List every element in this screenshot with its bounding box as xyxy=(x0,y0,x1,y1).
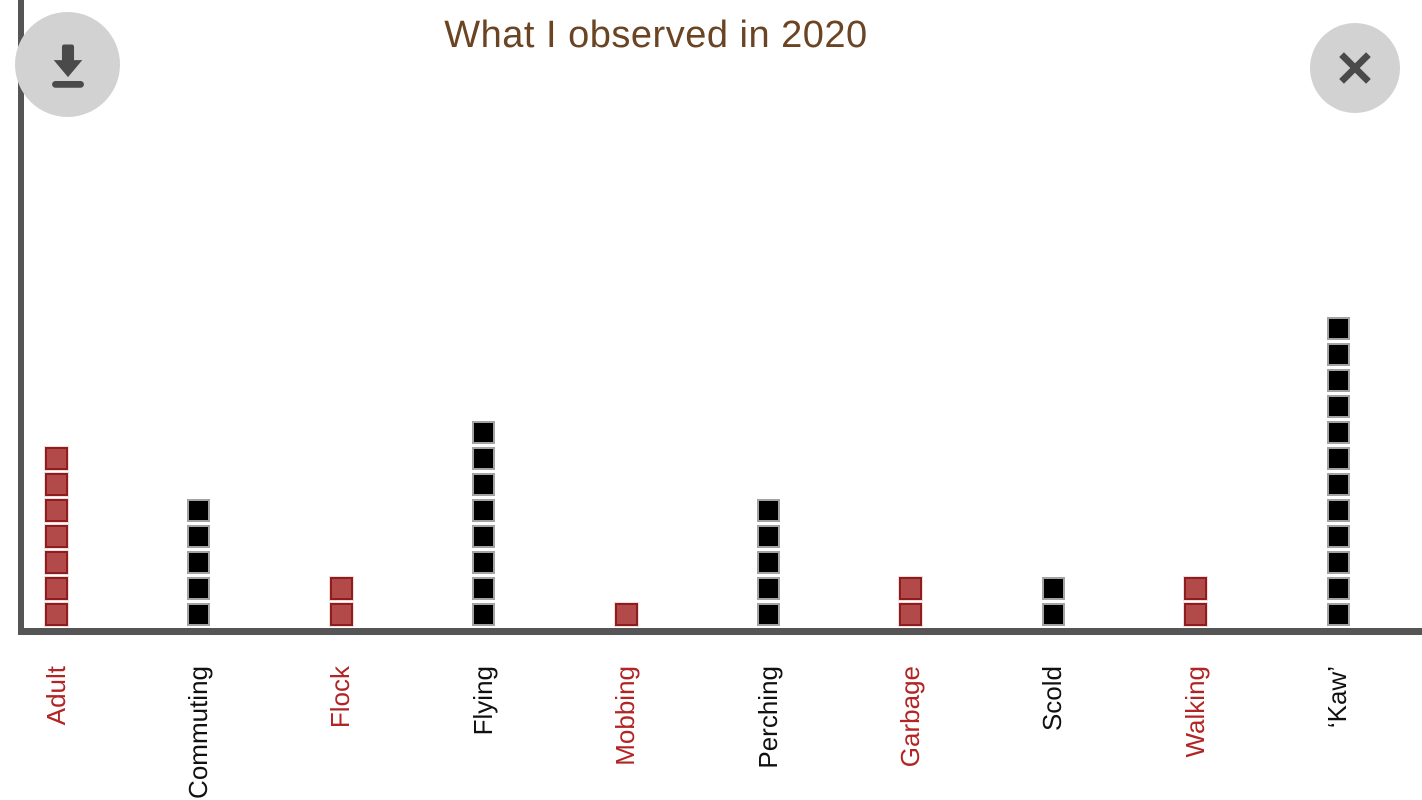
bar-column-10 xyxy=(1326,317,1350,626)
unit-square xyxy=(45,447,68,470)
unit-square xyxy=(1184,603,1208,626)
close-icon xyxy=(1329,42,1381,94)
unit-square xyxy=(472,473,496,496)
unit-square xyxy=(45,577,68,600)
unit-square xyxy=(1041,577,1065,600)
unit-square xyxy=(899,603,923,626)
unit-square xyxy=(472,551,496,574)
bar-column-7 xyxy=(899,577,923,626)
unit-square xyxy=(472,499,496,522)
unit-square xyxy=(757,603,780,626)
unit-square xyxy=(1184,577,1208,600)
x-axis-label-4: Flying xyxy=(467,666,498,736)
bar-column-9 xyxy=(1184,577,1208,626)
x-axis-label-7: Garbage xyxy=(894,666,925,768)
unit-square xyxy=(472,447,496,470)
unit-square xyxy=(45,525,68,548)
unit-square xyxy=(472,603,496,626)
unit-square xyxy=(757,525,780,548)
unit-square xyxy=(472,525,496,548)
plot-area xyxy=(45,317,1350,626)
unit-square xyxy=(614,603,638,626)
unit-square xyxy=(757,499,780,522)
unit-square xyxy=(1326,317,1350,340)
y-axis-line xyxy=(18,0,24,635)
unit-square xyxy=(1326,447,1350,470)
bar-column-6 xyxy=(757,499,780,626)
unit-square xyxy=(757,577,780,600)
bar-column-1 xyxy=(45,447,68,626)
unit-square xyxy=(1326,421,1350,444)
x-axis-label-2: Commuting xyxy=(182,666,213,799)
unit-square xyxy=(187,551,211,574)
bar-column-2 xyxy=(187,499,211,626)
x-axis-label-1: Adult xyxy=(40,666,71,726)
x-axis-line xyxy=(18,628,1422,635)
download-button[interactable] xyxy=(15,12,120,117)
x-axis-label-10: ‘Kaw’ xyxy=(1322,666,1353,729)
unit-square xyxy=(45,473,68,496)
bar-column-4 xyxy=(472,421,496,626)
close-button[interactable] xyxy=(1310,23,1400,113)
bar-column-5 xyxy=(614,603,638,626)
unit-square xyxy=(1326,525,1350,548)
x-axis-label-8: Scold xyxy=(1037,666,1068,732)
unit-square xyxy=(45,551,68,574)
unit-square xyxy=(1326,551,1350,574)
unit-square xyxy=(1326,343,1350,366)
x-axis-label-9: Walking xyxy=(1179,666,1210,758)
unit-square xyxy=(1326,473,1350,496)
unit-square xyxy=(329,577,353,600)
unit-square xyxy=(187,577,211,600)
x-axis-label-6: Perching xyxy=(752,666,783,769)
unit-square xyxy=(329,603,353,626)
unit-square xyxy=(1326,395,1350,418)
unit-square xyxy=(899,577,923,600)
unit-square xyxy=(472,421,496,444)
x-axis-labels: Adult Commuting Flock Flying Mobbing Perching… xyxy=(0,664,1422,800)
unit-square xyxy=(1326,499,1350,522)
download-icon xyxy=(39,36,97,94)
unit-square xyxy=(1326,369,1350,392)
unit-square xyxy=(187,499,211,522)
bar-column-3 xyxy=(329,577,353,626)
x-axis-label-3: Flock xyxy=(325,666,356,729)
x-axis-label-5: Mobbing xyxy=(610,666,641,766)
unit-square xyxy=(187,603,211,626)
unit-square xyxy=(1326,577,1350,600)
chart-title: What I observed in 2020 xyxy=(444,14,868,56)
unit-square xyxy=(45,499,68,522)
unit-square xyxy=(187,525,211,548)
unit-square xyxy=(45,603,68,626)
unit-square xyxy=(1041,603,1065,626)
unit-square xyxy=(472,577,496,600)
bar-column-8 xyxy=(1041,577,1065,626)
unit-square xyxy=(1326,603,1350,626)
unit-square xyxy=(757,551,780,574)
